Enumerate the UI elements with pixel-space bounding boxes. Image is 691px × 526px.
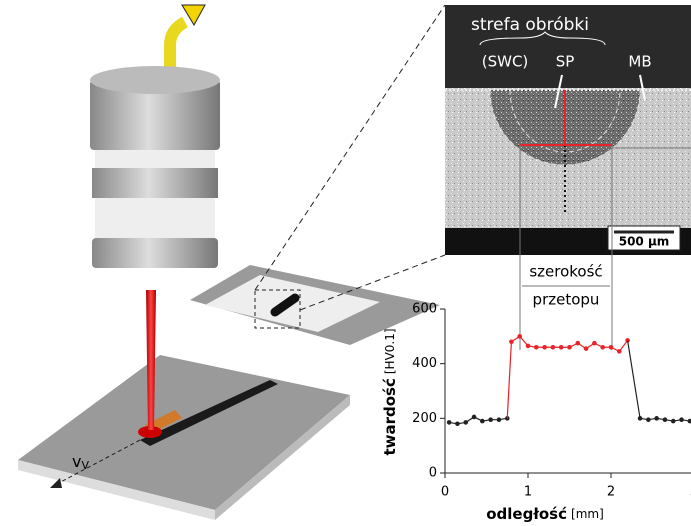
- figure: vV strefa obróbki (SWC) SP MB 500 µm sze…: [0, 0, 691, 526]
- point: [584, 346, 589, 351]
- width-label: szerokość: [529, 263, 602, 281]
- point: [472, 415, 477, 420]
- y-unit: [HV0.1]: [383, 328, 397, 374]
- warning-sign: [182, 5, 205, 25]
- scale-label: 500 µm: [619, 235, 670, 249]
- point: [517, 334, 522, 339]
- point: [559, 345, 564, 350]
- point: [646, 417, 651, 422]
- point: [617, 349, 622, 354]
- swc-label: (SWC): [482, 53, 529, 71]
- laser-head: [92, 168, 218, 198]
- laser-head: [95, 198, 215, 238]
- connector: [628, 340, 640, 418]
- laser-head: [92, 238, 218, 268]
- point: [567, 345, 572, 350]
- x-tick-label: 2: [607, 485, 615, 500]
- point: [542, 345, 547, 350]
- point: [663, 417, 668, 422]
- mb-label: MB: [628, 53, 651, 71]
- x-label: odległość: [486, 505, 567, 523]
- point: [480, 419, 485, 424]
- x-axis-label: odległość [mm]: [486, 505, 604, 523]
- point: [488, 417, 493, 422]
- zoom-line: [255, 5, 445, 290]
- point: [463, 420, 468, 425]
- point: [497, 417, 502, 422]
- laser-top: [90, 66, 220, 94]
- width-label: przetopu: [533, 291, 600, 309]
- y-axis-label: twardość [HV0.1]: [381, 328, 399, 455]
- connector: [507, 342, 511, 419]
- point: [688, 419, 691, 424]
- sp-label: SP: [556, 53, 575, 71]
- point: [671, 419, 676, 424]
- y-tick-label: 0: [429, 466, 437, 481]
- x-unit: [mm]: [571, 507, 604, 521]
- micrograph: strefa obróbki (SWC) SP MB 500 µm szerok…: [445, 5, 691, 350]
- velocity: v: [72, 452, 81, 471]
- laser-head: [95, 150, 215, 168]
- point: [679, 417, 684, 422]
- point: [526, 344, 531, 349]
- point: [534, 345, 539, 350]
- point: [576, 341, 581, 346]
- point: [638, 416, 643, 421]
- point: [447, 420, 452, 425]
- y-tick-label: 200: [412, 411, 437, 426]
- zone-label: strefa obróbki: [471, 15, 589, 35]
- point: [600, 345, 605, 350]
- point: [609, 345, 614, 350]
- x-tick-label: 1: [524, 485, 532, 500]
- point: [509, 340, 514, 345]
- point: [654, 416, 659, 421]
- y-tick-label: 600: [412, 302, 437, 317]
- chart: 02004006000123odległość[mm]twardość[HV0.…: [381, 302, 691, 523]
- velocity-sub: V: [81, 459, 89, 472]
- x-tick-label: 0: [441, 485, 449, 500]
- plate: [18, 355, 350, 510]
- y-tick-label: 400: [412, 356, 437, 371]
- y-label: twardość: [381, 378, 399, 456]
- point: [551, 345, 556, 350]
- point: [455, 422, 460, 427]
- point: [592, 341, 597, 346]
